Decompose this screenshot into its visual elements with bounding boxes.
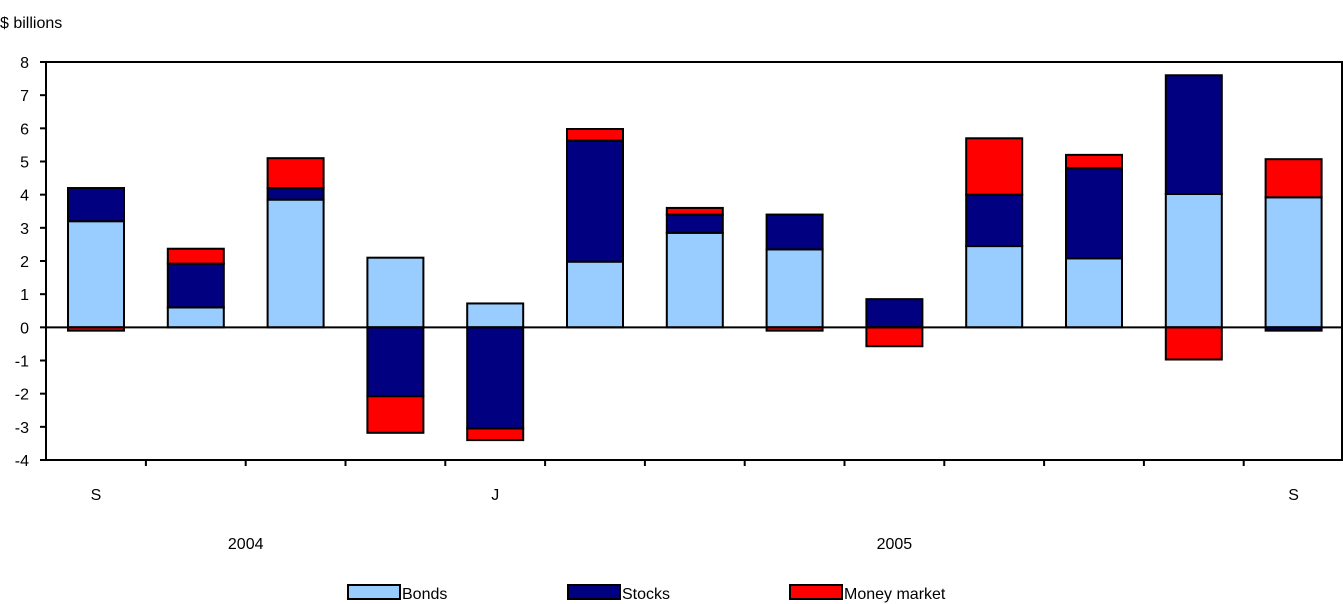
legend-item-money-market: Money market: [789, 584, 946, 603]
bar-stocks-8: [865, 298, 924, 329]
bar-stocks-6: [665, 213, 724, 234]
bar-bonds-6: [665, 231, 724, 329]
bars-layer: [67, 74, 1323, 442]
y-tick-label: -1: [15, 354, 29, 371]
bar-money-market-5: [566, 127, 624, 142]
y-tick-label: -2: [15, 387, 29, 404]
bar-stocks-7: [765, 213, 824, 251]
bar-money-market-10: [1065, 153, 1123, 170]
y-tick-label: 1: [20, 287, 29, 304]
y-tick-label: 0: [20, 320, 29, 337]
bar-money-market-2: [266, 157, 325, 190]
legend-label: Money market: [844, 586, 946, 603]
y-axis-label: $ billions: [0, 15, 62, 32]
y-tick-label: 4: [20, 188, 29, 205]
x-tick-label: S: [1288, 487, 1299, 504]
x-tick-label: S: [91, 487, 102, 504]
bar-money-market-1: [166, 247, 225, 265]
y-tick-label: 6: [20, 121, 29, 138]
bar-money-market-9: [965, 137, 1024, 196]
axes-layer: -4 -3 -2 -1 0 1 2 3 4 5 6 7 8 S J S 2004 2005: [15, 55, 1343, 553]
year-label: 2004: [228, 536, 264, 553]
bar-money-market-3: [366, 395, 425, 434]
bar-stocks-3: [366, 326, 425, 398]
bar-stocks-5: [566, 139, 624, 263]
y-tick-label: 3: [20, 221, 29, 238]
bar-stocks-9: [965, 193, 1024, 248]
legend-swatch: [789, 584, 843, 600]
bar-bonds-4: [466, 302, 525, 329]
bar-money-market-11: [1164, 326, 1223, 361]
bar-stocks-11: [1164, 74, 1223, 196]
legend-swatch: [567, 584, 621, 600]
bar-stocks-10: [1065, 167, 1123, 260]
bar-bonds-7: [765, 248, 824, 329]
bar-bonds-2: [266, 198, 325, 329]
y-tick-label: 8: [20, 55, 29, 72]
bar-bonds-12: [1264, 196, 1323, 329]
bar-stocks-4: [466, 326, 525, 430]
bar-money-market-12: [1264, 158, 1323, 199]
y-tick-label: 5: [20, 155, 29, 172]
bar-bonds-0: [67, 220, 125, 329]
y-tick-label: 7: [20, 88, 29, 105]
bar-money-market-8: [865, 326, 924, 348]
bar-bonds-10: [1065, 257, 1123, 329]
bar-money-market-4: [466, 427, 525, 442]
legend-label: Stocks: [622, 586, 670, 603]
bar-bonds-5: [566, 260, 624, 329]
legend-item-stocks: Stocks: [567, 584, 670, 603]
legend-item-bonds: Bonds: [347, 584, 447, 603]
legend: Bonds Stocks Money market: [347, 584, 946, 603]
bar-bonds-9: [965, 245, 1024, 329]
y-tick-label: -4: [15, 453, 29, 470]
bar-bonds-11: [1164, 193, 1223, 329]
legend-swatch: [347, 584, 401, 600]
bar-bonds-3: [366, 256, 425, 329]
bar-stocks-0: [67, 187, 125, 223]
bar-bonds-1: [166, 306, 225, 329]
bar-stocks-2: [266, 187, 325, 201]
bar-stocks-1: [166, 262, 225, 309]
bar-money-market-6: [665, 206, 724, 216]
x-tick-label: J: [491, 487, 499, 504]
year-label: 2005: [877, 536, 913, 553]
y-tick-label: 2: [20, 254, 29, 271]
y-tick-label: -3: [15, 420, 29, 437]
legend-label: Bonds: [402, 586, 447, 603]
